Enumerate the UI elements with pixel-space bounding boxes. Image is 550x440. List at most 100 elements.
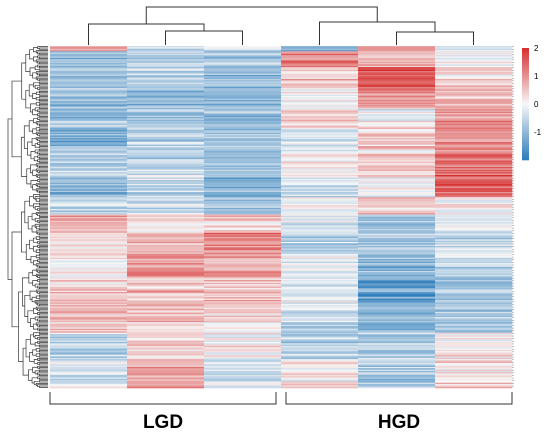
heatmap-cell xyxy=(281,376,359,378)
row-dendrogram-branch xyxy=(38,325,48,328)
heatmap-cell xyxy=(358,182,436,185)
heatmap-cell xyxy=(127,305,205,307)
row-dendrogram-branch xyxy=(34,206,40,210)
heatmap-cell xyxy=(281,144,359,147)
heatmap-cell xyxy=(281,160,359,163)
heatmap-cell xyxy=(281,192,359,194)
row-dendrogram-branch xyxy=(38,294,48,297)
heatmap-cell xyxy=(50,85,128,88)
row-tick-marks xyxy=(512,46,514,387)
heatmap-cell xyxy=(127,370,205,373)
heatmap-cell xyxy=(358,80,436,82)
heatmap-cell xyxy=(281,273,359,276)
heatmap-cell xyxy=(435,331,513,334)
heatmap-cell xyxy=(435,332,513,335)
row-dendrogram-branch xyxy=(21,211,27,253)
heatmap-cell xyxy=(281,366,359,369)
row-dendrogram-branch xyxy=(23,125,30,149)
heatmap-cell xyxy=(281,368,359,370)
heatmap-cell xyxy=(204,359,282,361)
heatmap-cells xyxy=(50,46,513,389)
heatmap-cell xyxy=(435,309,513,311)
heatmap-cell xyxy=(358,380,436,382)
row-dendrogram-branch xyxy=(38,319,48,322)
heatmap-cell xyxy=(127,303,205,306)
heatmap-cell xyxy=(281,156,359,159)
heatmap-cell xyxy=(435,357,513,360)
heatmap-cell xyxy=(204,277,282,280)
row-dendrogram-branch xyxy=(38,91,48,94)
heatmap-cell xyxy=(50,290,128,293)
heatmap-cell xyxy=(281,149,359,152)
heatmap-cell xyxy=(435,219,513,222)
heatmap-cell xyxy=(281,331,359,334)
heatmap-cell xyxy=(435,281,513,284)
heatmap-cell xyxy=(358,238,436,240)
heatmap-cell xyxy=(50,309,128,311)
heatmap-cell xyxy=(281,327,359,330)
heatmap-cell xyxy=(281,215,359,218)
row-dendrogram-branch xyxy=(38,254,48,257)
heatmap-cell xyxy=(204,205,282,207)
heatmap-cell xyxy=(127,190,205,193)
heatmap-cell xyxy=(204,152,282,155)
heatmap-cell xyxy=(127,103,205,106)
color-scale-legend: 210-1 xyxy=(522,44,542,161)
heatmap-cell xyxy=(204,228,282,231)
heatmap-cell xyxy=(358,336,436,339)
heatmap-cell xyxy=(281,118,359,120)
heatmap-cell xyxy=(127,124,205,127)
heatmap-cell xyxy=(127,265,205,268)
heatmap-cell xyxy=(358,222,436,224)
heatmap-cell xyxy=(204,227,282,230)
heatmap-cell xyxy=(281,153,359,156)
heatmap-cell xyxy=(204,148,282,151)
heatmap-cell xyxy=(127,314,205,316)
row-dendrogram-branch xyxy=(38,334,48,337)
heatmap-cell xyxy=(281,95,359,98)
heatmap-cell xyxy=(435,78,513,81)
heatmap-cell xyxy=(50,351,128,353)
heatmap-cell xyxy=(50,234,128,236)
heatmap-cell xyxy=(281,306,359,309)
heatmap-cell xyxy=(50,73,128,76)
heatmap-cell xyxy=(127,348,205,351)
heatmap-cell xyxy=(50,385,128,387)
heatmap-cell xyxy=(204,256,282,259)
heatmap-cell xyxy=(50,280,128,282)
row-dendrogram-branch xyxy=(31,138,37,146)
heatmap-cell xyxy=(127,363,205,365)
legend-color-step xyxy=(522,152,529,155)
heatmap-cell xyxy=(281,61,359,64)
heatmap-cell xyxy=(358,219,436,222)
heatmap-cell xyxy=(127,199,205,202)
legend-color-step xyxy=(522,156,529,159)
heatmap-cell xyxy=(50,340,128,343)
legend-color-step xyxy=(522,135,529,138)
heatmap-cell xyxy=(281,276,359,278)
heatmap-cell xyxy=(358,316,436,319)
heatmap-cell xyxy=(358,360,436,362)
heatmap-cell xyxy=(358,274,436,277)
heatmap-cell xyxy=(50,115,128,118)
heatmap-cell xyxy=(50,273,128,276)
heatmap-cell xyxy=(281,370,359,373)
heatmap-cell xyxy=(127,372,205,374)
heatmap-cell xyxy=(50,188,128,190)
heatmap-cell xyxy=(127,330,205,332)
heatmap-cell xyxy=(204,382,282,385)
heatmap-cell xyxy=(204,336,282,339)
heatmap-cell xyxy=(435,356,513,359)
heatmap-cell xyxy=(358,228,436,231)
heatmap-cell xyxy=(204,381,282,384)
heatmap-cell xyxy=(358,199,436,202)
heatmap-cell xyxy=(204,202,282,205)
heatmap-cell xyxy=(281,265,359,268)
heatmap-cell xyxy=(358,107,436,110)
heatmap-cell xyxy=(127,357,205,360)
heatmap-cell xyxy=(281,239,359,241)
heatmap-cell xyxy=(281,319,359,322)
heatmap-cell xyxy=(435,386,513,389)
heatmap-cell xyxy=(127,288,205,290)
heatmap-cell xyxy=(50,52,128,55)
